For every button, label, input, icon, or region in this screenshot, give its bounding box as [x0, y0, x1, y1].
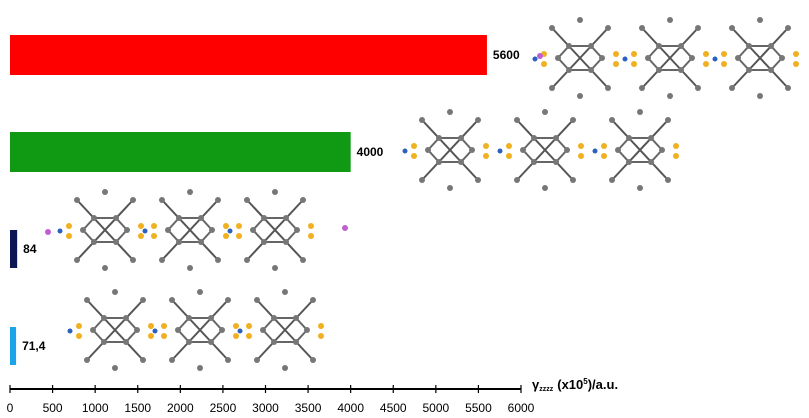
page: {"chart_data": {"type": "hbar", "categor…	[0, 0, 809, 418]
x-tick-label: 3500	[295, 401, 322, 415]
molecule	[533, 17, 800, 99]
value-label: 5600	[493, 48, 520, 62]
molecule	[68, 289, 325, 371]
x-label-unit: )/a.u.	[588, 377, 618, 392]
value-label: 84	[23, 242, 37, 256]
x-tick-label: 2000	[167, 401, 194, 415]
chart: γzzzz(x105)/a.u. 0 500 1000 1500 2000 2500 300…	[0, 0, 809, 418]
x-tick-label: 1000	[82, 401, 109, 415]
x-tick-label: 4000	[337, 401, 364, 415]
bar	[10, 132, 351, 172]
molecule	[45, 189, 348, 271]
x-tick-label: 2500	[210, 401, 237, 415]
x-tick-label: 4500	[380, 401, 407, 415]
bar	[10, 327, 16, 365]
x-tick-label: 5500	[465, 401, 492, 415]
x-axis-label: γzzzz(x105)/a.u.	[532, 377, 618, 393]
value-label: 4000	[357, 145, 384, 159]
x-tick-label: 3000	[252, 401, 279, 415]
bar	[10, 35, 487, 75]
molecule	[403, 109, 680, 191]
x-tick-label: 1500	[124, 401, 151, 415]
x-label-subscript: zzzz	[539, 386, 554, 393]
x-tick-label: 5000	[422, 401, 449, 415]
x-tick-label: 500	[43, 401, 63, 415]
bar	[10, 230, 17, 268]
x-tick-label: 0	[7, 401, 14, 415]
x-tick-label: 6000	[508, 401, 535, 415]
x-label-text: (x10	[557, 377, 583, 392]
value-label: 71,4	[22, 339, 46, 353]
